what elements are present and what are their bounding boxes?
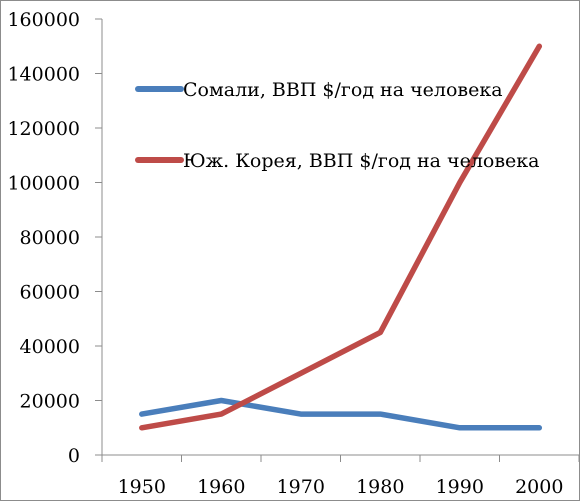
y-tick-label: 120000: [7, 118, 80, 140]
y-tick-label: 80000: [20, 227, 80, 249]
y-tick-label: 0: [68, 445, 80, 467]
y-tick-label: 20000: [20, 391, 80, 413]
y-tick-label: 60000: [20, 282, 80, 304]
y-tick-label: 140000: [7, 64, 80, 86]
series-line-0: [139, 397, 543, 431]
series-lines: [139, 43, 543, 431]
x-axis: 1950 1960 1970 1980 1990 2000: [101, 454, 579, 498]
y-tick-label: 40000: [20, 336, 80, 358]
x-tick-label: 2000: [515, 476, 563, 498]
x-tick-label: 1980: [356, 476, 404, 498]
y-tick-label: 100000: [7, 173, 80, 195]
x-tick-label: 1960: [197, 476, 245, 498]
legend-label: Юж. Корея, ВВП $/год на человека: [183, 150, 540, 172]
y-tick-label: 160000: [7, 9, 80, 31]
x-tick-label: 1990: [436, 476, 484, 498]
x-tick-label: 1950: [118, 476, 166, 498]
legend: Сомали, ВВП $/год на человека Юж. Корея, …: [135, 79, 540, 172]
legend-label: Сомали, ВВП $/год на человека: [183, 79, 503, 101]
y-axis: 0 20000 40000 60000 80000 100000 120000 140000 1…: [7, 9, 103, 467]
x-tick-label: 1970: [277, 476, 325, 498]
series-line-1: [139, 43, 543, 431]
